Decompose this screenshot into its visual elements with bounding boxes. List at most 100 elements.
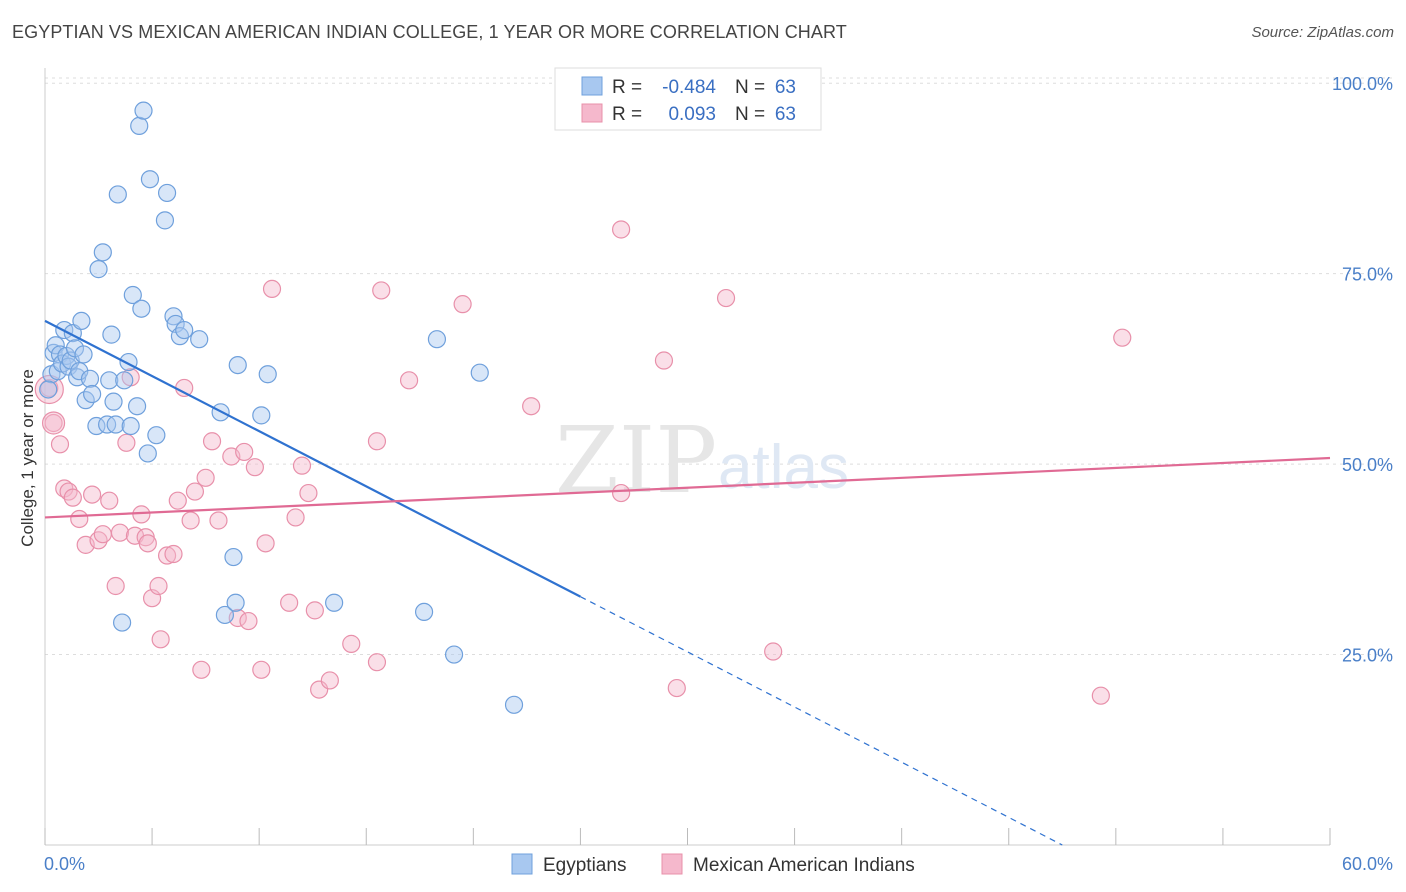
data-point-mexican-american-indians xyxy=(292,456,312,475)
watermark: ZIP atlas xyxy=(555,407,849,514)
data-point-egyptians xyxy=(190,330,209,349)
data-point-egyptians xyxy=(93,243,112,262)
data-point-mexican-american-indians xyxy=(286,508,305,527)
legend-r-label-2: R = xyxy=(612,104,642,125)
data-point-egyptians xyxy=(228,355,247,375)
data-point-mexican-american-indians xyxy=(367,653,387,672)
legend-swatch-pink xyxy=(581,103,603,123)
data-point-mexican-american-indians xyxy=(654,351,674,370)
data-point-egyptians xyxy=(215,605,234,625)
watermark-zip: ZIP xyxy=(555,407,717,514)
series-legend-label-mexican: Mexican American Indians xyxy=(693,855,915,876)
data-point-mexican-american-indians xyxy=(1113,328,1132,347)
legend-n-label-2: N = xyxy=(735,104,765,125)
data-point-mexican-american-indians xyxy=(175,378,194,398)
data-point-mexican-american-indians xyxy=(149,576,168,596)
x-tick-label-min: 0.0% xyxy=(44,854,85,874)
y-tick-labels: 25.0% 50.0% 75.0% 100.0% xyxy=(1332,74,1393,665)
data-point-mexican-american-indians xyxy=(256,534,275,553)
data-point-egyptians xyxy=(115,371,134,390)
data-point-egyptians xyxy=(224,547,243,567)
data-point-egyptians xyxy=(104,392,123,411)
data-point-mexican-american-indians xyxy=(181,511,200,530)
data-point-mexican-american-indians xyxy=(50,435,70,454)
y-tick-label: 25.0% xyxy=(1342,646,1393,666)
data-point-mexican-american-indians xyxy=(117,433,136,452)
data-point-mexican-american-indians xyxy=(202,432,222,451)
data-point-egyptians xyxy=(112,613,132,632)
data-point-mexican-american-indians xyxy=(716,288,736,308)
data-point-egyptians xyxy=(427,330,447,349)
series-mexican-american-indians xyxy=(34,220,1132,705)
legend-swatch-blue xyxy=(581,76,603,96)
data-point-mexican-american-indians xyxy=(106,576,125,596)
data-point-egyptians xyxy=(147,426,166,445)
legend-n-value-2: 63 xyxy=(775,104,796,125)
data-point-egyptians xyxy=(127,397,147,416)
data-point-egyptians xyxy=(72,311,91,331)
data-point-egyptians xyxy=(470,363,489,382)
data-point-mexican-american-indians-large xyxy=(34,374,64,405)
data-point-egyptians xyxy=(226,593,245,612)
legend-r-value-1: -0.484 xyxy=(662,77,716,98)
y-axis-label: College, 1 year or more xyxy=(18,369,37,547)
data-point-mexican-american-indians xyxy=(132,505,151,524)
data-point-mexican-american-indians xyxy=(764,642,783,661)
data-point-mexican-american-indians xyxy=(138,534,157,553)
grid-lines xyxy=(45,77,1393,656)
data-point-egyptians xyxy=(130,116,149,135)
data-point-mexican-american-indians xyxy=(367,432,387,451)
data-point-egyptians xyxy=(140,170,160,189)
data-point-mexican-american-indians xyxy=(93,525,112,544)
data-point-egyptians xyxy=(138,444,157,463)
legend-r-label-1: R = xyxy=(612,77,642,98)
data-point-mexican-american-indians xyxy=(63,488,82,507)
trend-line-egyptians xyxy=(44,319,581,598)
data-point-egyptians xyxy=(155,211,175,230)
data-point-egyptians xyxy=(108,185,127,204)
data-point-mexican-american-indians-large xyxy=(41,411,66,435)
data-point-mexican-american-indians xyxy=(44,413,63,433)
data-point-mexican-american-indians xyxy=(168,491,187,510)
data-point-egyptians xyxy=(414,602,434,622)
data-point-mexican-american-indians xyxy=(100,491,119,510)
data-point-egyptians xyxy=(74,345,93,364)
data-point-egyptians xyxy=(444,645,464,664)
data-point-egyptians xyxy=(175,320,194,340)
trend-line-mexican-american-indians xyxy=(44,456,1331,519)
legend-n-value-1: 63 xyxy=(775,77,796,98)
data-point-mexican-american-indians xyxy=(209,511,228,530)
data-point-egyptians xyxy=(80,369,100,388)
x-tick-marks xyxy=(44,828,1331,845)
data-point-mexican-american-indians xyxy=(612,220,631,239)
data-point-mexican-american-indians xyxy=(1091,686,1110,705)
y-tick-label: 75.0% xyxy=(1342,265,1393,285)
data-point-egyptians xyxy=(258,365,277,384)
data-point-egyptians xyxy=(100,371,119,390)
data-point-egyptians xyxy=(504,695,524,714)
data-point-egyptians xyxy=(121,416,140,436)
data-point-egyptians xyxy=(132,299,151,318)
data-point-mexican-american-indians xyxy=(239,611,258,631)
data-point-mexican-american-indians xyxy=(667,678,686,698)
y-tick-label: 50.0% xyxy=(1342,455,1393,475)
data-point-mexican-american-indians xyxy=(522,397,541,416)
data-point-egyptians xyxy=(157,183,177,203)
x-tick-label-max: 60.0% xyxy=(1342,854,1393,874)
series-legend-swatch-mexican xyxy=(661,853,683,875)
data-point-egyptians xyxy=(252,406,271,425)
series-legend: Egyptians Mexican American Indians xyxy=(511,853,915,876)
data-point-mexican-american-indians xyxy=(151,630,170,649)
data-point-mexican-american-indians xyxy=(453,295,472,314)
data-point-mexican-american-indians xyxy=(157,546,177,565)
legend-n-label-1: N = xyxy=(735,77,765,98)
data-point-egyptians xyxy=(106,415,125,434)
data-point-mexican-american-indians xyxy=(192,660,211,679)
series-legend-label-egyptians: Egyptians xyxy=(543,855,626,876)
data-point-egyptians xyxy=(325,593,344,612)
legend-r-value-2: 0.093 xyxy=(668,104,716,125)
series-egyptians xyxy=(39,101,524,714)
series-legend-swatch-egyptians xyxy=(511,853,533,875)
trend-line-egyptians-extension xyxy=(580,596,1063,846)
